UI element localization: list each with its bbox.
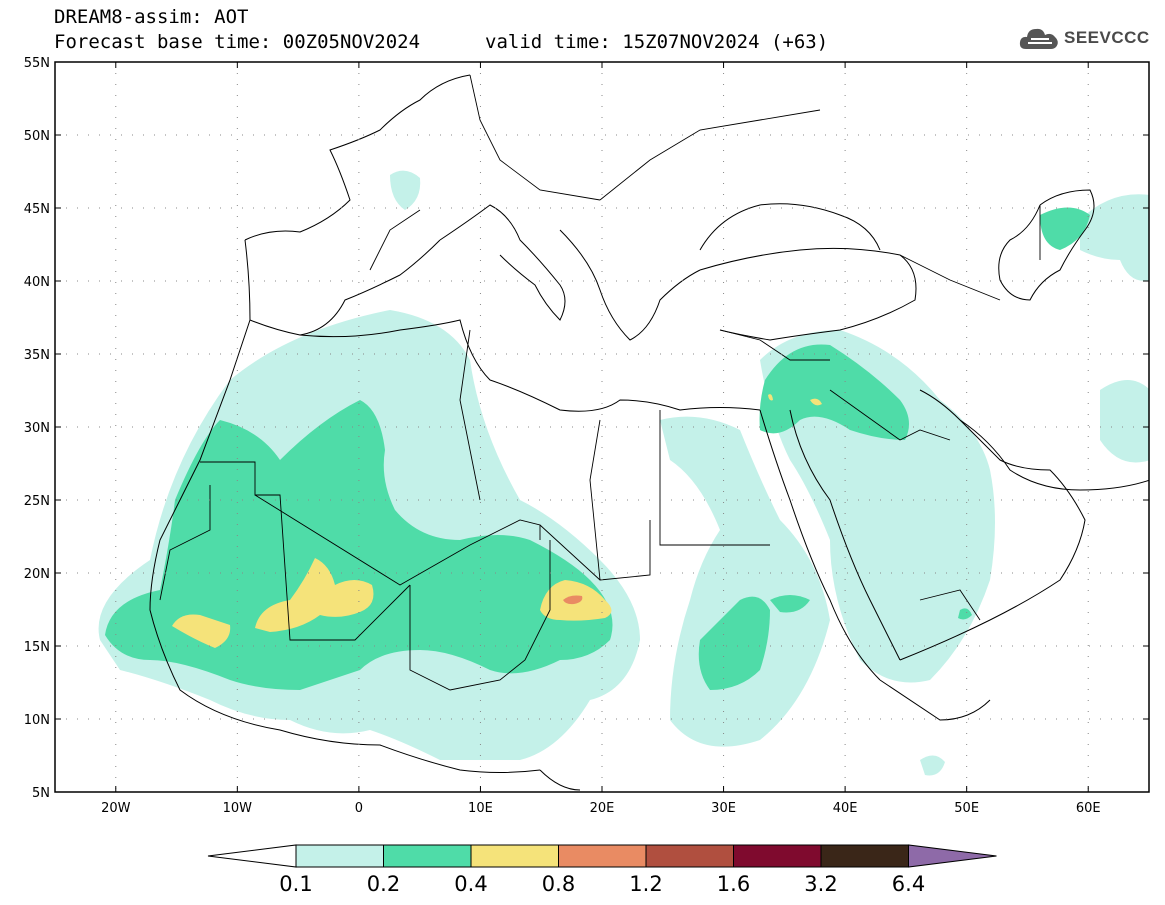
colorbar-label: 0.8	[542, 872, 575, 896]
colorbar-label: 0.1	[279, 872, 312, 896]
lat-tick-label: 20N	[24, 567, 50, 582]
colorbar-swatch	[295, 844, 384, 868]
map-grid	[55, 62, 1149, 792]
lon-tick-label: 30E	[711, 801, 736, 816]
colorbar-swatch	[470, 844, 559, 868]
aot-field	[98, 170, 1149, 776]
colorbar-swatch	[645, 844, 734, 868]
lat-tick-label: 15N	[24, 640, 50, 655]
colorbar-swatch	[820, 844, 909, 868]
lat-tick-label: 40N	[24, 275, 50, 290]
colorbar-low-arrow	[207, 844, 297, 868]
aot-band-mid	[105, 207, 1090, 690]
colorbar-high-arrow	[908, 844, 997, 868]
lat-tick-label: 35N	[24, 348, 50, 363]
forecast-base-time: Forecast base time: 00Z05NOV2024	[54, 31, 421, 53]
lon-tick-label: 20E	[590, 801, 615, 816]
map-title: DREAM8-assim: AOT	[54, 6, 249, 28]
lon-tick-label: 10E	[468, 801, 493, 816]
lon-tick-label: 60E	[1076, 801, 1101, 816]
logo-text: SEEVCCC	[1064, 28, 1150, 47]
lat-tick-label: 5N	[32, 786, 50, 801]
colorbar-label: 0.4	[454, 872, 487, 896]
lat-tick-label: 25N	[24, 494, 50, 509]
lon-tick-label: 20W	[101, 801, 131, 816]
colorbar-label: 1.6	[717, 872, 750, 896]
lat-tick-label: 50N	[24, 129, 50, 144]
lon-tick-label: 50E	[954, 801, 979, 816]
lat-tick-label: 55N	[24, 56, 50, 71]
lat-tick-label: 30N	[24, 421, 50, 436]
lat-tick-label: 45N	[24, 202, 50, 217]
colorbar-label: 0.2	[367, 872, 400, 896]
cloud-icon	[1019, 28, 1058, 49]
seevccc-logo: SEEVCCC	[1018, 24, 1150, 52]
colorbar: 0.1 0.2 0.4 0.8 1.2 1.6 3.2 6.4	[207, 844, 997, 896]
lon-tick-label: 40E	[833, 801, 858, 816]
lat-tick-label: 10N	[24, 713, 50, 728]
valid-time: valid time: 15Z07NOV2024 (+63)	[485, 31, 829, 53]
lon-tick-label: 0	[355, 801, 363, 816]
colorbar-swatch	[558, 844, 647, 868]
colorbar-swatch	[733, 844, 822, 868]
colorbar-swatch	[383, 844, 472, 868]
longitude-axis: 20W 10W 0 10E 20E 30E 40E 50E 60E	[101, 62, 1101, 816]
colorbar-label: 6.4	[892, 872, 925, 896]
country-borders	[159, 74, 1041, 691]
latitude-axis: 55N 50N 45N 40N 35N 30N 25N 20N 15N 10N 5N	[24, 56, 1149, 801]
coastlines	[149, 74, 1149, 791]
colorbar-label: 1.2	[629, 872, 662, 896]
lon-tick-label: 10W	[223, 801, 253, 816]
aot-band-peak	[563, 595, 583, 605]
colorbar-label: 3.2	[804, 872, 837, 896]
